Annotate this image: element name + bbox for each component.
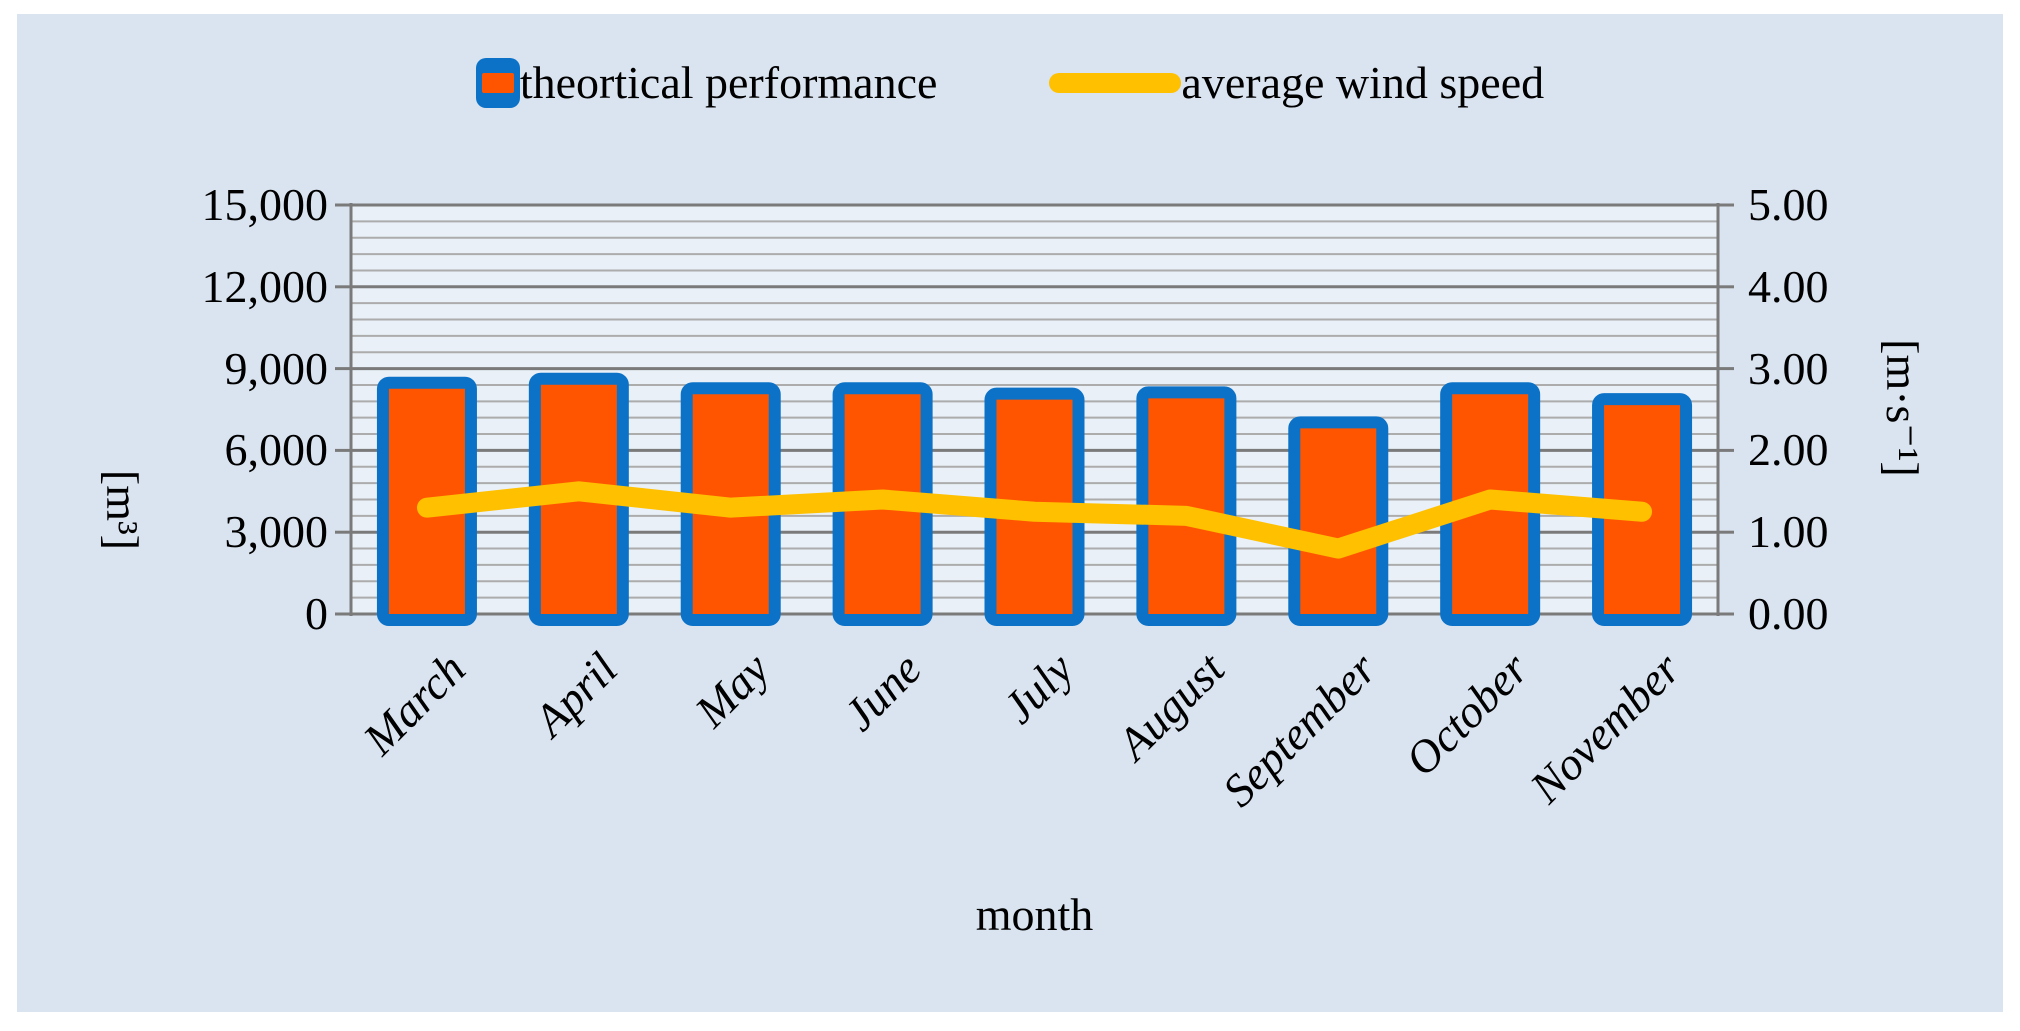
legend-label-theortical-performance: theortical performance <box>519 57 938 108</box>
x-axis-title: month <box>975 889 1094 940</box>
bar-september <box>1288 416 1389 627</box>
left-axis-tick-label: 9,000 <box>224 342 329 394</box>
line-series-swatch-icon <box>1049 73 1182 93</box>
left-axis-tick-label: 0 <box>305 588 328 639</box>
right-axis-title: [m·s⁻¹] <box>1877 339 1928 477</box>
legend: theortical performance average wind spee… <box>0 58 2020 108</box>
right-axis-tick-label: 0.00 <box>1748 588 1829 639</box>
legend-item-theortical-performance: theortical performance <box>475 57 938 108</box>
left-axis-title: [m³] <box>97 469 148 551</box>
left-axis-tick-label: 12,000 <box>201 260 329 312</box>
left-axis-tick-label: 3,000 <box>224 506 329 558</box>
legend-item-average-wind-speed: average wind speed <box>1049 60 1544 106</box>
left-axis-tick-label: 15,000 <box>201 179 329 230</box>
right-axis-tick-label: 4.00 <box>1748 260 1829 312</box>
right-axis-tick-label: 1.00 <box>1748 506 1829 558</box>
bar-series-swatch-icon <box>475 58 520 108</box>
right-axis-tick-label: 2.00 <box>1748 424 1829 476</box>
right-axis-tick-label: 3.00 <box>1748 342 1829 394</box>
right-axis-tick-label: 5.00 <box>1748 179 1829 230</box>
wind-speed-line <box>416 481 1653 559</box>
legend-label-average-wind-speed: average wind speed <box>1181 57 1545 108</box>
left-axis-tick-label: 6,000 <box>224 424 329 476</box>
